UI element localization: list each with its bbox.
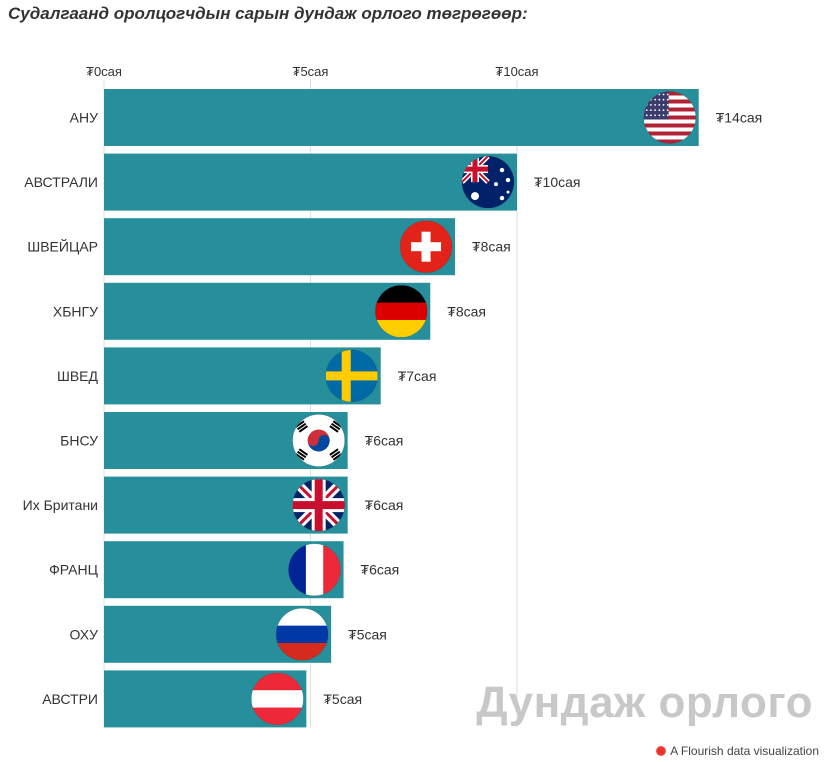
- value-label: ₮6сая: [365, 497, 404, 513]
- x-tick-label: ₮0сая: [86, 64, 122, 79]
- bar-row: АВСТРАЛИ ₮10сая: [24, 153, 581, 211]
- germany-flag-icon: [375, 285, 428, 338]
- uk-flag-icon: [292, 479, 345, 532]
- bar-row: ШВЕЙЦАР ₮8сая: [27, 218, 511, 276]
- credit-label: A Flourish data visualization: [670, 744, 819, 758]
- bar[interactable]: [104, 218, 456, 276]
- chart-title: Судалгаанд оролцогчдын сарын дундаж орло…: [8, 4, 528, 23]
- x-tick-label: ₮10сая: [495, 64, 538, 79]
- watermark-text: Дундаж орлого: [476, 678, 813, 727]
- usa-flag-icon: [643, 91, 696, 144]
- bar-row: АВСТРИ ₮5сая: [42, 670, 362, 728]
- bar[interactable]: [104, 153, 517, 211]
- value-label: ₮6сая: [361, 562, 400, 578]
- category-label: ХБНГУ: [53, 303, 98, 319]
- category-label: АНУ: [70, 110, 98, 126]
- value-label: ₮5сая: [323, 691, 362, 707]
- switzerland-flag-icon: [400, 220, 453, 273]
- category-label: БНСУ: [60, 433, 98, 449]
- category-label: Их Британи: [23, 497, 98, 513]
- value-label: ₮6сая: [365, 433, 404, 449]
- bar-row: ФРАНЦ ₮6сая: [49, 541, 400, 599]
- category-label: ФРАНЦ: [49, 562, 98, 578]
- x-tick-label: ₮5сая: [293, 64, 329, 79]
- austria-flag-icon: [251, 672, 304, 725]
- bar[interactable]: [104, 89, 699, 146]
- australia-flag-icon: [462, 156, 514, 209]
- bar-row: ХБНГУ ₮8сая: [53, 282, 486, 340]
- category-label: ОХУ: [70, 626, 99, 642]
- flourish-credit[interactable]: A Flourish data visualization: [656, 744, 819, 758]
- value-label: ₮10сая: [534, 174, 581, 190]
- bar-row: ШВЕД ₮7сая: [57, 347, 437, 405]
- flourish-logo-icon: [656, 746, 667, 756]
- value-label: ₮5сая: [348, 626, 387, 642]
- bar-row: БНСУ ₮6сая: [60, 412, 403, 469]
- value-label: ₮14сая: [716, 110, 763, 126]
- category-label: АВСТРАЛИ: [24, 174, 98, 190]
- value-label: ₮7сая: [398, 368, 437, 384]
- russia-flag-icon: [276, 608, 329, 661]
- sweden-flag-icon: [325, 349, 378, 402]
- value-label: ₮8сая: [447, 303, 486, 319]
- bar-row: ОХУ ₮5сая: [70, 605, 387, 663]
- category-label: ШВЕД: [57, 368, 99, 384]
- value-label: ₮8сая: [472, 239, 511, 255]
- bar-row: Их Британи ₮6сая: [23, 476, 404, 534]
- south-korea-flag-icon: [292, 414, 345, 467]
- category-label: ШВЕЙЦАР: [27, 238, 98, 255]
- bar-row: АНУ ₮14сая: [70, 89, 763, 146]
- category-label: АВСТРИ: [42, 691, 98, 707]
- france-flag-icon: [288, 543, 341, 596]
